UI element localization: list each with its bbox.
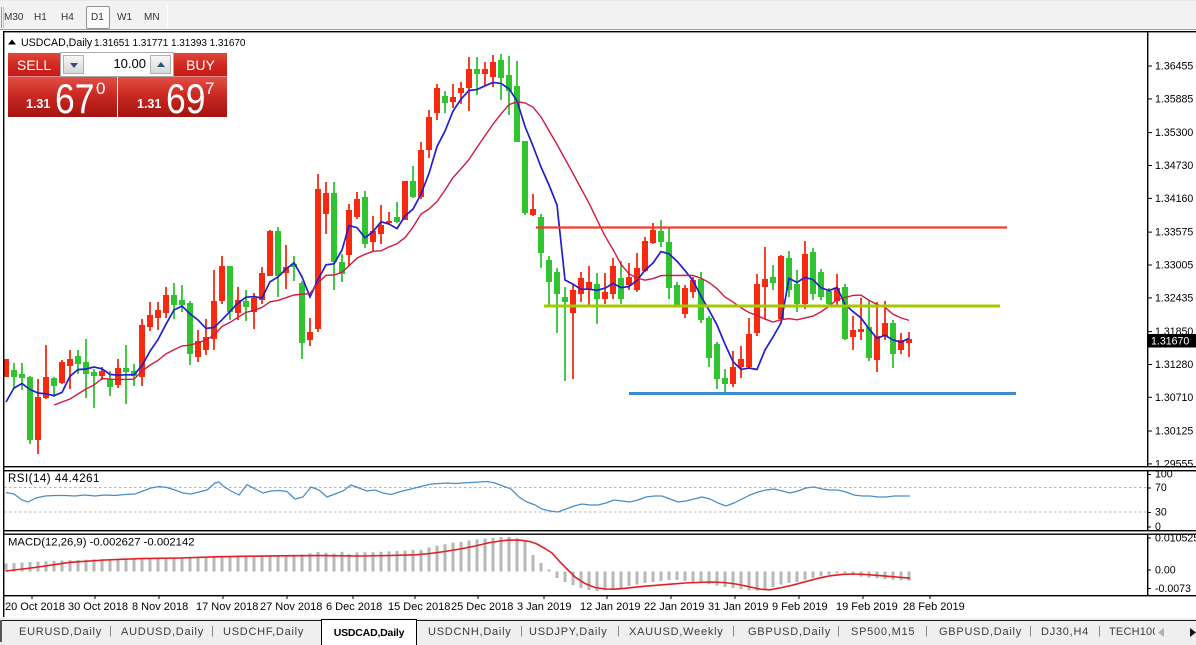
- svg-text:1.34160: 1.34160: [1155, 193, 1193, 205]
- svg-text:USDCAD,Daily: USDCAD,Daily: [21, 37, 93, 49]
- svg-text:0.00: 0.00: [1155, 565, 1176, 577]
- svg-text:0: 0: [1155, 521, 1161, 533]
- svg-text:31 Jan 2019: 31 Jan 2019: [708, 601, 769, 613]
- svg-text:0.010525: 0.010525: [1155, 533, 1196, 545]
- svg-text:27 Nov 2018: 27 Nov 2018: [260, 601, 322, 613]
- svg-text:1.31280: 1.31280: [1155, 359, 1193, 371]
- svg-text:70: 70: [1155, 482, 1167, 494]
- svg-text:15 Dec 2018: 15 Dec 2018: [388, 601, 450, 613]
- svg-text:28 Feb 2019: 28 Feb 2019: [903, 601, 965, 613]
- svg-text:12 Jan 2019: 12 Jan 2019: [580, 601, 641, 613]
- svg-text:25 Dec 2018: 25 Dec 2018: [451, 601, 513, 613]
- svg-text:19 Feb 2019: 19 Feb 2019: [836, 601, 898, 613]
- svg-text:1.31670: 1.31670: [1151, 336, 1189, 348]
- svg-text:1.36455: 1.36455: [1155, 61, 1193, 73]
- svg-text:6 Dec 2018: 6 Dec 2018: [326, 601, 382, 613]
- svg-text:RSI(14) 44.4261: RSI(14) 44.4261: [8, 473, 100, 485]
- svg-text:1.29555: 1.29555: [1155, 458, 1193, 470]
- svg-text:1.34730: 1.34730: [1155, 160, 1193, 172]
- svg-text:30 Oct 2018: 30 Oct 2018: [68, 601, 128, 613]
- svg-text:1.35885: 1.35885: [1155, 93, 1193, 105]
- svg-text:1.31651 1.31771 1.31393 1.3167: 1.31651 1.31771 1.31393 1.31670: [94, 38, 246, 49]
- svg-text:1.32435: 1.32435: [1155, 292, 1193, 304]
- svg-text:17 Nov 2018: 17 Nov 2018: [196, 601, 258, 613]
- svg-text:22 Jan 2019: 22 Jan 2019: [644, 601, 705, 613]
- svg-text:8 Nov 2018: 8 Nov 2018: [132, 601, 188, 613]
- svg-text:1.33005: 1.33005: [1155, 260, 1193, 272]
- svg-text:30: 30: [1155, 507, 1167, 519]
- svg-text:1.35300: 1.35300: [1155, 127, 1193, 139]
- svg-text:3 Jan 2019: 3 Jan 2019: [517, 601, 571, 613]
- svg-text:100: 100: [1155, 469, 1173, 481]
- svg-text:1.33575: 1.33575: [1155, 227, 1193, 239]
- svg-text:-0.0073: -0.0073: [1155, 583, 1191, 595]
- svg-text:1.30710: 1.30710: [1155, 392, 1193, 404]
- svg-text:9 Feb 2019: 9 Feb 2019: [772, 601, 828, 613]
- svg-text:1.30125: 1.30125: [1155, 426, 1193, 438]
- svg-text:20 Oct 2018: 20 Oct 2018: [5, 601, 65, 613]
- svg-text:MACD(12,26,9) -0.002627 -0.002: MACD(12,26,9) -0.002627 -0.002142: [8, 537, 195, 549]
